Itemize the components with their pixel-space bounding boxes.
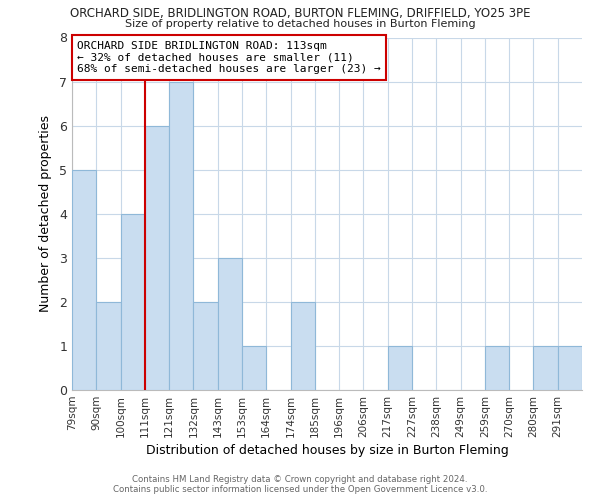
- Y-axis label: Number of detached properties: Number of detached properties: [39, 116, 52, 312]
- Bar: [193, 302, 218, 390]
- Bar: [169, 82, 193, 390]
- Text: ORCHARD SIDE, BRIDLINGTON ROAD, BURTON FLEMING, DRIFFIELD, YO25 3PE: ORCHARD SIDE, BRIDLINGTON ROAD, BURTON F…: [70, 8, 530, 20]
- Bar: [218, 258, 242, 390]
- Bar: [121, 214, 145, 390]
- Text: Size of property relative to detached houses in Burton Fleming: Size of property relative to detached ho…: [125, 19, 475, 29]
- Bar: [72, 170, 96, 390]
- Bar: [96, 302, 121, 390]
- Bar: [145, 126, 169, 390]
- Bar: [242, 346, 266, 390]
- Text: ORCHARD SIDE BRIDLINGTON ROAD: 113sqm
← 32% of detached houses are smaller (11)
: ORCHARD SIDE BRIDLINGTON ROAD: 113sqm ← …: [77, 41, 381, 74]
- Bar: [533, 346, 558, 390]
- X-axis label: Distribution of detached houses by size in Burton Fleming: Distribution of detached houses by size …: [146, 444, 508, 457]
- Bar: [290, 302, 315, 390]
- Text: Contains HM Land Registry data © Crown copyright and database right 2024.
Contai: Contains HM Land Registry data © Crown c…: [113, 474, 487, 494]
- Bar: [485, 346, 509, 390]
- Bar: [388, 346, 412, 390]
- Bar: [558, 346, 582, 390]
